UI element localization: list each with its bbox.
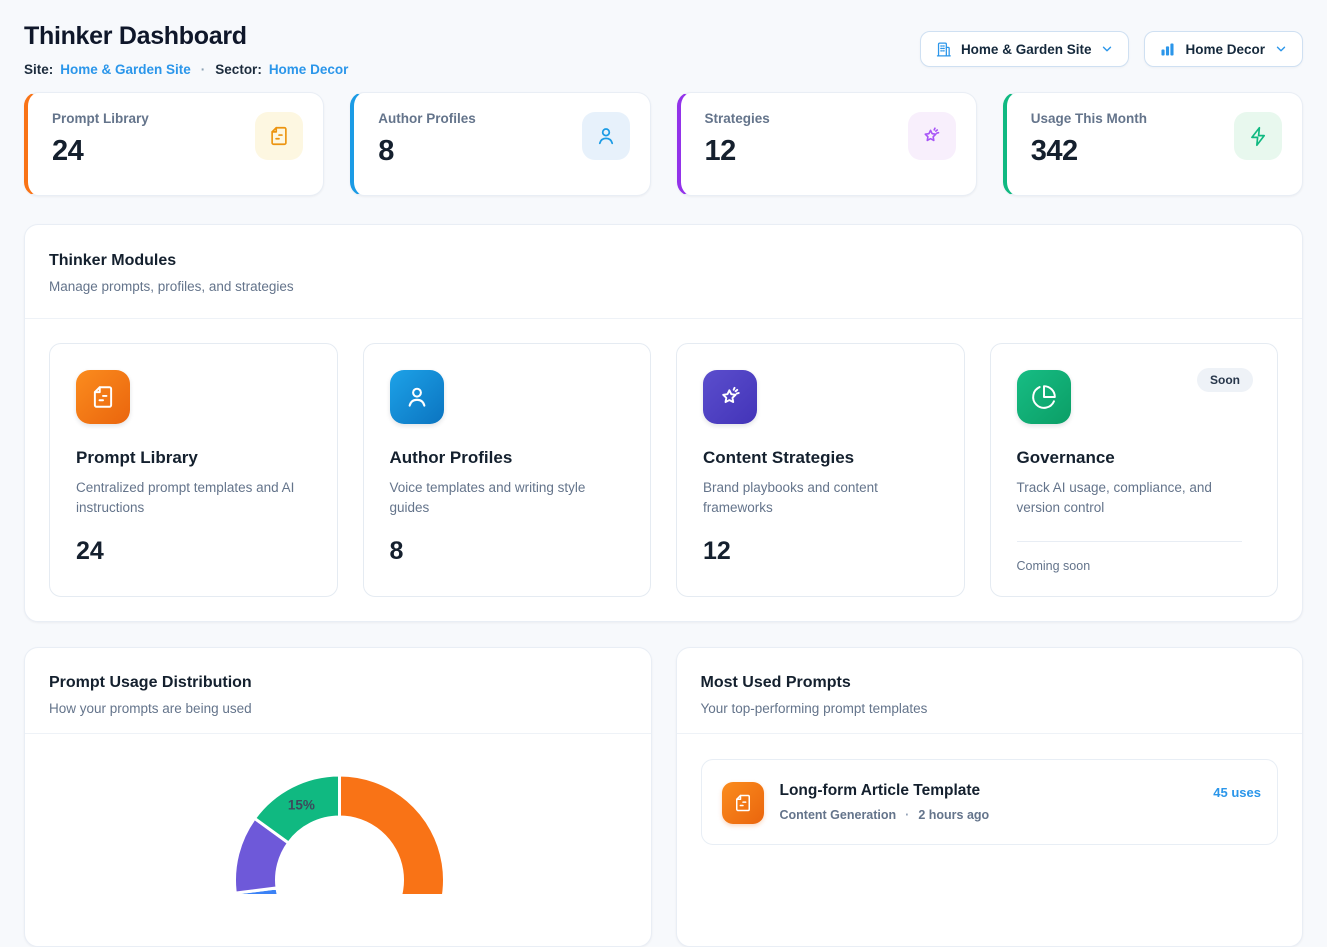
prompt-item-category: Content Generation [780,808,897,822]
stat-label: Usage This Month [1031,111,1147,126]
module-card-author-profiles[interactable]: Author Profiles Voice templates and writ… [363,343,652,597]
zap-icon [1234,112,1282,160]
stat-card-usage: Usage This Month 342 [1003,92,1303,196]
star-sparkle-icon [908,112,956,160]
bar-chart-icon [1159,41,1176,58]
prompt-item-time: 2 hours ago [918,808,989,822]
module-title: Governance [1017,448,1252,468]
modules-panel-header: Thinker Modules Manage prompts, profiles… [25,225,1302,319]
soon-badge: Soon [1197,368,1253,392]
divider [1017,541,1242,542]
most-used-header: Most Used Prompts Your top-performing pr… [677,648,1303,734]
meta-separator: · [198,62,209,77]
most-used-subtitle: Your top-performing prompt templates [701,701,1279,716]
modules-panel-title: Thinker Modules [49,252,1278,270]
usage-card-subtitle: How your prompts are being used [49,701,627,716]
bottom-row: Prompt Usage Distribution How your promp… [24,647,1303,947]
modules-panel-subtitle: Manage prompts, profiles, and strategies [49,279,1278,294]
prompt-item-meta: Content Generation · 2 hours ago [780,808,990,822]
module-card-prompt-library[interactable]: Prompt Library Centralized prompt templa… [49,343,338,597]
stat-label: Author Profiles [378,111,476,126]
module-count: 12 [703,537,938,566]
prompt-list: Long-form Article Template Content Gener… [677,734,1303,845]
module-description: Voice templates and writing style guides [390,478,625,518]
module-description: Centralized prompt templates and AI inst… [76,478,311,518]
stat-label: Strategies [705,111,770,126]
prompt-item-title: Long-form Article Template [780,782,990,800]
breadcrumb: Site: Home & Garden Site · Sector: Home … [24,62,348,77]
donut-chart-area: 15% [25,734,651,894]
sector-label: Sector: [215,62,262,77]
donut-segment-orange-slice [340,775,445,894]
most-used-prompts-card: Most Used Prompts Your top-performing pr… [676,647,1304,947]
stat-card-author-profiles: Author Profiles 8 [350,92,650,196]
usage-card-header: Prompt Usage Distribution How your promp… [25,648,651,734]
document-icon [722,782,764,824]
module-title: Prompt Library [76,448,311,468]
thinker-modules-panel: Thinker Modules Manage prompts, profiles… [24,224,1303,622]
modules-grid: Prompt Library Centralized prompt templa… [25,319,1302,621]
module-card-governance[interactable]: Soon Governance Track AI usage, complian… [990,343,1279,597]
meta-separator: · [905,808,909,822]
most-used-title: Most Used Prompts [701,674,1279,692]
sector-selector-label: Home Decor [1185,42,1265,57]
pie-chart-icon [1017,370,1071,424]
stat-value: 342 [1031,135,1147,168]
stat-cards-row: Prompt Library 24 Author Profiles 8 [24,92,1303,196]
page-title: Thinker Dashboard [24,22,348,51]
donut-segment-label: 15% [288,798,315,813]
document-icon [255,112,303,160]
chevron-down-icon [1274,42,1288,56]
document-icon [76,370,130,424]
stat-label: Prompt Library [52,111,149,126]
page-header: Thinker Dashboard Site: Home & Garden Si… [24,22,1303,77]
coming-soon-text: Coming soon [1017,559,1252,573]
prompt-list-item[interactable]: Long-form Article Template Content Gener… [701,759,1279,845]
user-icon [582,112,630,160]
header-actions: Home & Garden Site Home Decor [920,22,1303,67]
stat-value: 8 [378,135,476,168]
sector-link[interactable]: Home Decor [269,62,349,77]
site-link[interactable]: Home & Garden Site [60,62,191,77]
module-card-content-strategies[interactable]: Content Strategies Brand playbooks and c… [676,343,965,597]
header-left: Thinker Dashboard Site: Home & Garden Si… [24,22,348,77]
site-selector-button[interactable]: Home & Garden Site [920,31,1130,67]
dashboard-page: Thinker Dashboard Site: Home & Garden Si… [0,0,1327,947]
module-title: Content Strategies [703,448,938,468]
usage-card-title: Prompt Usage Distribution [49,674,627,692]
module-description: Track AI usage, compliance, and version … [1017,478,1252,518]
stat-card-strategies: Strategies 12 [677,92,977,196]
site-selector-label: Home & Garden Site [961,42,1092,57]
user-icon [390,370,444,424]
site-label: Site: [24,62,53,77]
prompt-item-uses: 45 uses [1213,782,1261,800]
usage-donut-chart: 15% [25,734,652,894]
stat-value: 24 [52,135,149,168]
star-sparkle-icon [703,370,757,424]
prompt-item-text: Long-form Article Template Content Gener… [780,782,990,822]
prompt-usage-card: Prompt Usage Distribution How your promp… [24,647,652,947]
module-title: Author Profiles [390,448,625,468]
stat-card-prompt-library: Prompt Library 24 [24,92,324,196]
sector-selector-button[interactable]: Home Decor [1144,31,1303,67]
module-count: 8 [390,537,625,566]
chevron-down-icon [1100,42,1114,56]
building-icon [935,41,952,58]
stat-value: 12 [705,135,770,168]
module-count: 24 [76,537,311,566]
module-description: Brand playbooks and content frameworks [703,478,938,518]
